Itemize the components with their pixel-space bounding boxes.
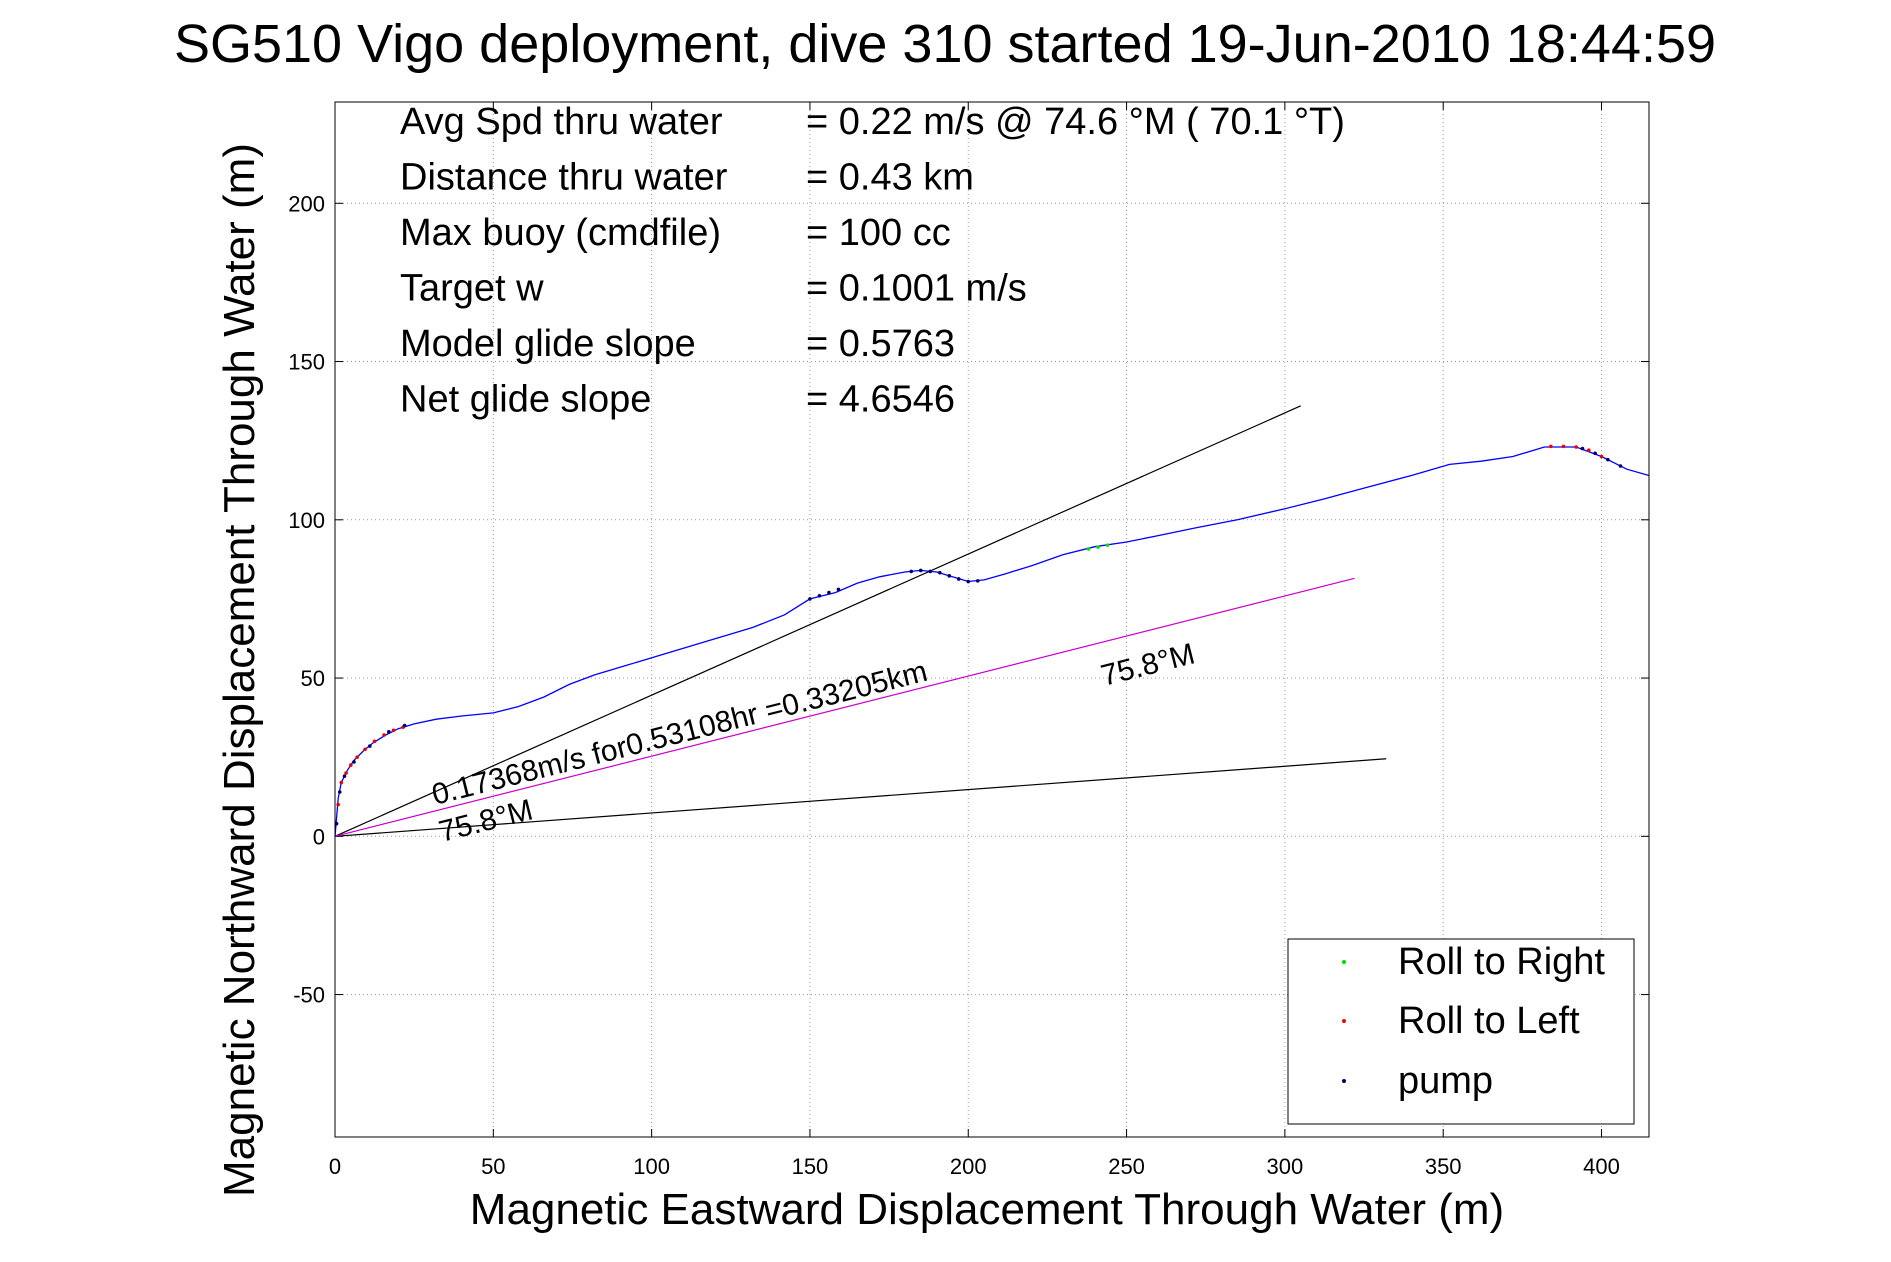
roll-to-left-marker [382,733,386,737]
x-tick-label: 250 [1108,1154,1145,1179]
pump-marker [1580,446,1585,451]
grid [334,102,1649,1137]
pump-marker [836,587,841,592]
pump-marker [947,574,952,578]
legend-label-roll-to-right: Roll to Right [1398,941,1605,983]
pump-marker [909,569,914,574]
info-label: Target w [400,268,544,310]
pump-marker [352,760,356,764]
glide-line-lower [334,758,1387,837]
legend-label-pump: pump [1398,1060,1493,1102]
legend-items: Roll to Right Roll to Left pump [1342,941,1605,1102]
roll-to-left-marker [1561,444,1566,449]
roll-to-left-marker [349,763,353,767]
legend-label-roll-to-left: Roll to Left [1398,1000,1580,1042]
info-panel: Avg Spd thru water = 0.22 m/s @ 74.6 °M (… [400,101,1345,421]
roll-to-right-marker [1096,545,1100,549]
x-tick-label: 150 [792,1154,829,1179]
plot-frame [334,101,1650,1138]
pump-marker [342,774,347,778]
pump-marker [975,579,980,583]
y-tick-label: 100 [288,508,325,533]
roll-to-left-marker [363,747,367,752]
track-line [334,446,1650,837]
info-value: = 0.43 km [806,157,974,199]
x-axis-label: Magnetic Eastward Displacement Through W… [470,1185,1504,1234]
pump-marker [966,579,971,584]
pump-marker [1606,457,1610,462]
legend: Roll to Right Roll to Left pump [1287,938,1635,1125]
roll-to-left-marker [391,728,396,733]
pump-marker [337,790,342,794]
pump-marker [402,723,407,728]
legend-marker-roll-to-left [1342,1019,1346,1023]
y-tick-label: -50 [293,983,325,1008]
info-value: = 100 cc [806,212,951,254]
markers [334,444,1623,826]
x-tick-label: 100 [633,1154,670,1179]
y-tick-label: 200 [288,191,325,216]
roll-to-right-marker [1105,543,1110,547]
info-value: = 0.22 m/s @ 74.6 °M ( 70.1 °T) [806,101,1345,143]
reference-lines [334,405,1387,837]
pump-marker [817,593,822,598]
x-tick-label: 300 [1267,1154,1304,1179]
pump-marker [956,577,961,581]
x-tick-label: 50 [481,1154,505,1179]
legend-marker-pump [1342,1079,1346,1083]
y-tick-label: 150 [288,350,325,375]
roll-to-left-marker [339,780,344,785]
roll-to-left-marker [344,771,348,775]
info-value: = 4.6546 [806,379,955,421]
x-tick-label: 400 [1583,1154,1620,1179]
roll-to-left-marker [1587,448,1591,452]
pump-marker [1618,464,1623,468]
roll-to-left-marker [1599,454,1604,459]
x-tick-labels: 0 50 100 150 200 250 300 350 400 [329,1154,1620,1179]
roll-to-left-marker [1549,444,1553,449]
roll-to-left-marker [372,739,377,744]
pump-marker [928,569,933,574]
info-value: = 0.5763 [806,323,955,365]
roll-to-left-marker [355,755,359,759]
pump-marker [1593,451,1597,456]
info-label: Model glide slope [400,323,696,365]
x-tick-label: 0 [329,1154,341,1179]
roll-to-right-marker [1086,547,1091,551]
chart-title: SG510 Vigo deployment, dive 310 started … [174,14,1716,74]
info-label: Distance thru water [400,157,728,199]
pump-marker [937,570,942,575]
y-axis-label: Magnetic Northward Displacement Through … [215,143,264,1197]
info-label: Max buoy (cmdfile) [400,212,721,254]
heading-end-label: 75.8°M [1098,637,1199,692]
legend-box [1287,938,1635,1125]
roll-to-left-marker [336,802,340,807]
info-label: Avg Spd thru water [400,101,723,143]
y-tick-labels: -50 0 50 100 150 200 [288,191,325,1007]
track [334,446,1650,837]
roll-to-left-marker [1574,445,1578,449]
x-tick-label: 350 [1425,1154,1462,1179]
info-label: Net glide slope [400,379,651,421]
pump-marker [368,744,372,748]
legend-marker-roll-to-right [1342,960,1346,964]
y-tick-label: 50 [301,666,325,691]
pump-marker [918,568,923,573]
pump-marker [808,597,812,601]
current-vector [334,577,1355,837]
pump-marker [827,590,831,595]
pump-marker [334,821,339,826]
info-value: = 0.1001 m/s [806,268,1027,310]
pump-marker [387,730,391,734]
y-tick-label: 0 [313,824,325,849]
x-tick-label: 200 [950,1154,987,1179]
glide-line-upper [334,405,1301,837]
